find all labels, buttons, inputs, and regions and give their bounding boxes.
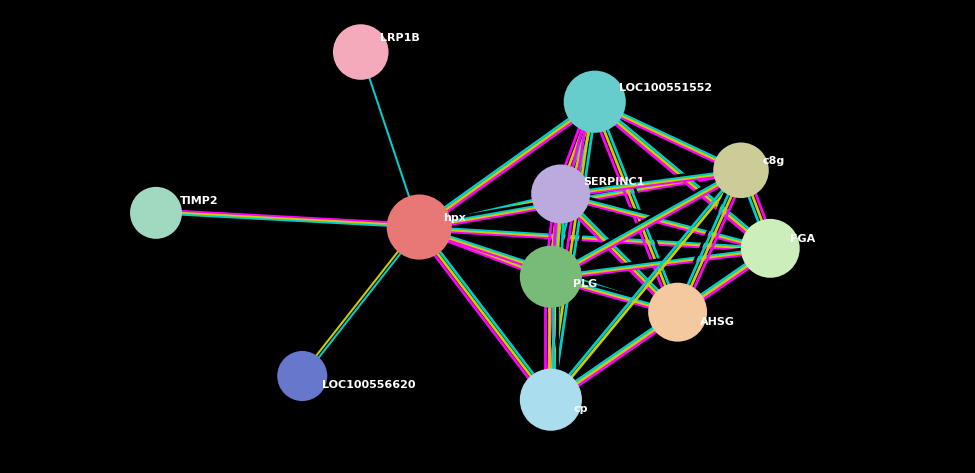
Text: LOC100556620: LOC100556620: [322, 380, 415, 391]
Point: [543, 396, 559, 403]
Point: [553, 190, 568, 198]
Point: [411, 223, 427, 231]
Text: SERPINC1: SERPINC1: [583, 177, 644, 187]
Point: [762, 245, 778, 252]
Text: c8g: c8g: [762, 156, 785, 166]
Text: TIMP2: TIMP2: [180, 196, 219, 206]
Text: hpx: hpx: [444, 212, 466, 223]
Point: [670, 308, 685, 316]
Point: [353, 48, 369, 56]
Text: AHSG: AHSG: [700, 316, 735, 327]
Point: [148, 209, 164, 217]
Point: [587, 98, 603, 105]
Text: LRP1B: LRP1B: [380, 33, 420, 43]
Text: PLG: PLG: [573, 279, 598, 289]
Point: [543, 273, 559, 280]
Point: [294, 372, 310, 380]
Text: LOC100551552: LOC100551552: [619, 82, 713, 93]
Point: [733, 166, 749, 174]
Text: cp: cp: [573, 404, 588, 414]
Text: FGA: FGA: [790, 234, 815, 244]
